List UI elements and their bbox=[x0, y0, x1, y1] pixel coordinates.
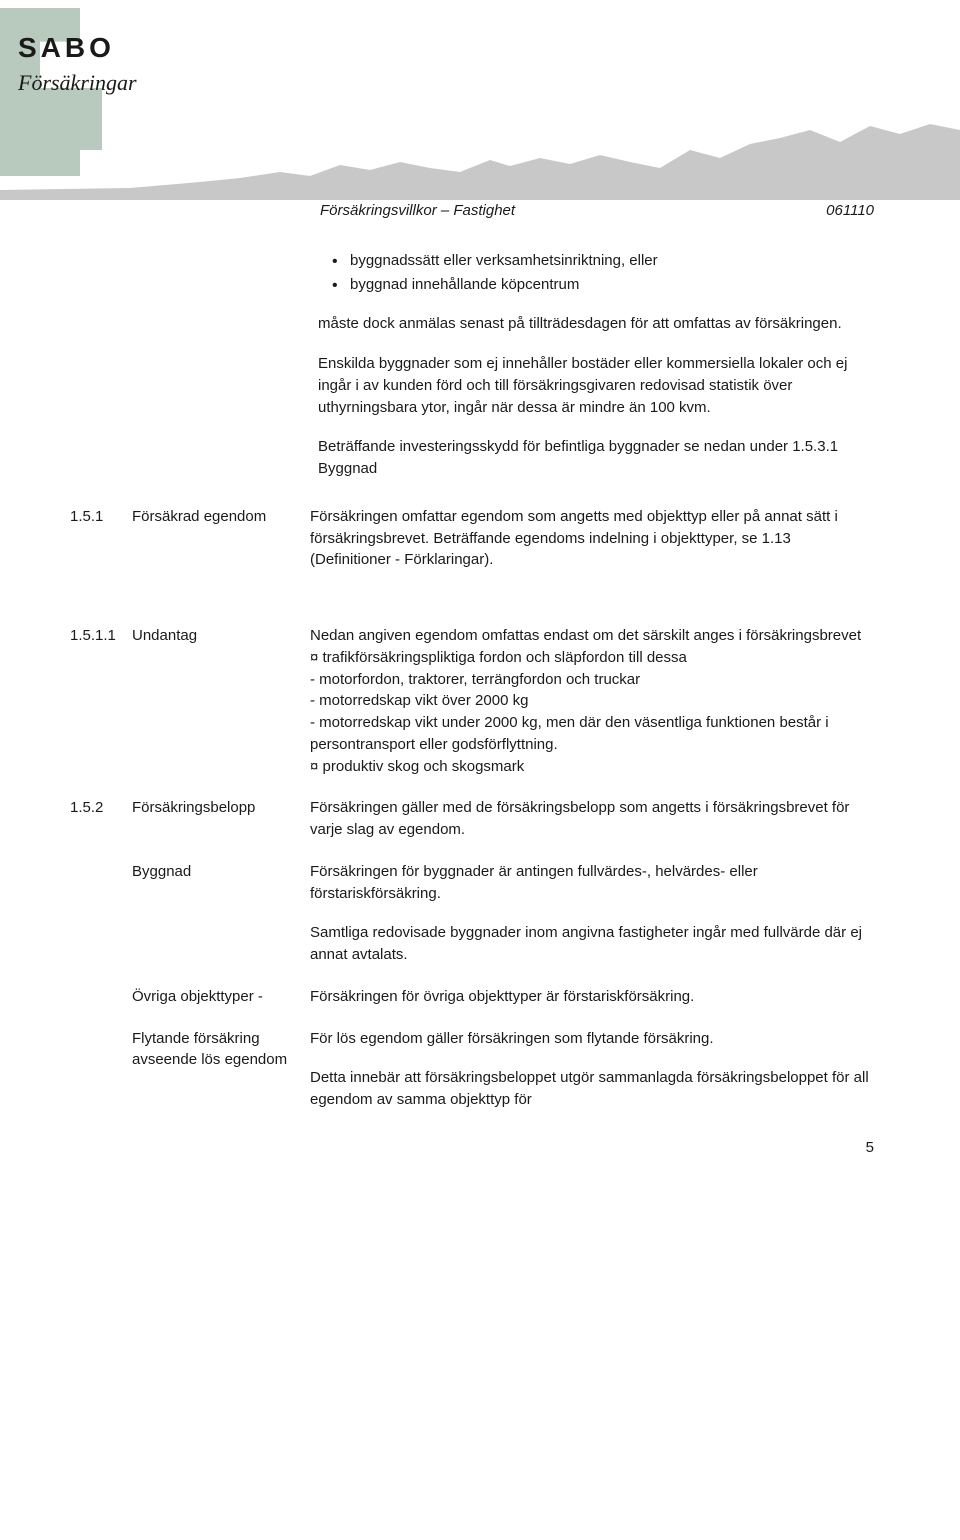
section-row: Övriga objekttyper - Försäkringen för öv… bbox=[70, 986, 874, 1008]
section-body: För lös egendom gäller försäkringen som … bbox=[310, 1028, 874, 1111]
page-header: SABO Försäkringar bbox=[0, 0, 960, 200]
section-number bbox=[70, 986, 132, 1008]
section-paragraph: Nedan angiven egendom omfattas endast om… bbox=[310, 625, 874, 777]
section-number: 1.5.1 bbox=[70, 506, 132, 571]
section-row: 1.5.1 Försäkrad egendom Försäkringen omf… bbox=[70, 506, 874, 571]
page-number: 5 bbox=[866, 1137, 874, 1159]
skyline-decoration bbox=[0, 120, 960, 200]
section-label: Flytande försäkring avseende lös egendom bbox=[132, 1028, 310, 1111]
document-code: 061110 bbox=[826, 200, 874, 222]
section-row: Flytande försäkring avseende lös egendom… bbox=[70, 1028, 874, 1111]
section-number bbox=[70, 861, 132, 966]
section-paragraph: För lös egendom gäller försäkringen som … bbox=[310, 1028, 874, 1050]
section-line: - motorfordon, traktorer, terrängfordon … bbox=[310, 671, 640, 688]
section-row: Byggnad Försäkringen för byggnader är an… bbox=[70, 861, 874, 966]
section-body: Försäkringen för byggnader är antingen f… bbox=[310, 861, 874, 966]
section-line: - motorredskap vikt över 2000 kg bbox=[310, 692, 528, 709]
section-paragraph: Samtliga redovisade byggnader inom angiv… bbox=[310, 922, 874, 966]
section-body: Nedan angiven egendom omfattas endast om… bbox=[310, 625, 874, 777]
content-area: byggnadssätt eller verksamhetsinriktning… bbox=[0, 250, 960, 1171]
section-body: Försäkringen för övriga objekttyper är f… bbox=[310, 986, 874, 1008]
section-label: Byggnad bbox=[132, 861, 310, 966]
section-body: Försäkringen omfattar egendom som angett… bbox=[310, 506, 874, 571]
intro-bullets: byggnadssätt eller verksamhetsinriktning… bbox=[318, 250, 874, 296]
section-paragraph: Försäkringen omfattar egendom som angett… bbox=[310, 506, 874, 571]
section-number: 1.5.1.1 bbox=[70, 625, 132, 777]
section-line: ¤ produktiv skog och skogsmark bbox=[310, 758, 524, 775]
section-line: ¤ trafikförsäkringspliktiga fordon och s… bbox=[310, 649, 687, 666]
section-line: - motorredskap vikt under 2000 kg, men d… bbox=[310, 714, 829, 753]
intro-block: byggnadssätt eller verksamhetsinriktning… bbox=[318, 250, 874, 480]
intro-paragraph: Enskilda byggnader som ej innehåller bos… bbox=[318, 353, 874, 418]
section-number bbox=[70, 1028, 132, 1111]
intro-paragraph: Beträffande investeringsskydd för befint… bbox=[318, 436, 874, 480]
section-row: 1.5.1.1 Undantag Nedan angiven egendom o… bbox=[70, 625, 874, 777]
document-title-row: Försäkringsvillkor – Fastighet 061110 bbox=[320, 200, 874, 222]
section-label: Övriga objekttyper - bbox=[132, 986, 310, 1008]
section-row: 1.5.2 Försäkringsbelopp Försäkringen gäl… bbox=[70, 797, 874, 841]
logo: SABO Försäkringar bbox=[18, 28, 137, 98]
intro-paragraph: måste dock anmälas senast på tillträdesd… bbox=[318, 313, 874, 335]
section-label: Försäkrad egendom bbox=[132, 506, 310, 571]
section-number: 1.5.2 bbox=[70, 797, 132, 841]
document-title: Försäkringsvillkor – Fastighet bbox=[320, 200, 515, 222]
intro-bullet: byggnadssätt eller verksamhetsinriktning… bbox=[318, 250, 874, 272]
logo-subtitle: Försäkringar bbox=[18, 67, 137, 99]
section-paragraph: Försäkringen för byggnader är antingen f… bbox=[310, 861, 874, 905]
section-line: Nedan angiven egendom omfattas endast om… bbox=[310, 627, 861, 644]
logo-brand: SABO bbox=[18, 28, 137, 69]
intro-bullet: byggnad innehållande köpcentrum bbox=[318, 274, 874, 296]
section-paragraph: Detta innebär att försäkringsbeloppet ut… bbox=[310, 1067, 874, 1111]
section-body: Försäkringen gäller med de försäkringsbe… bbox=[310, 797, 874, 841]
section-paragraph: Försäkringen gäller med de försäkringsbe… bbox=[310, 797, 874, 841]
section-label: Undantag bbox=[132, 625, 310, 777]
section-label: Försäkringsbelopp bbox=[132, 797, 310, 841]
section-paragraph: Försäkringen för övriga objekttyper är f… bbox=[310, 986, 874, 1008]
